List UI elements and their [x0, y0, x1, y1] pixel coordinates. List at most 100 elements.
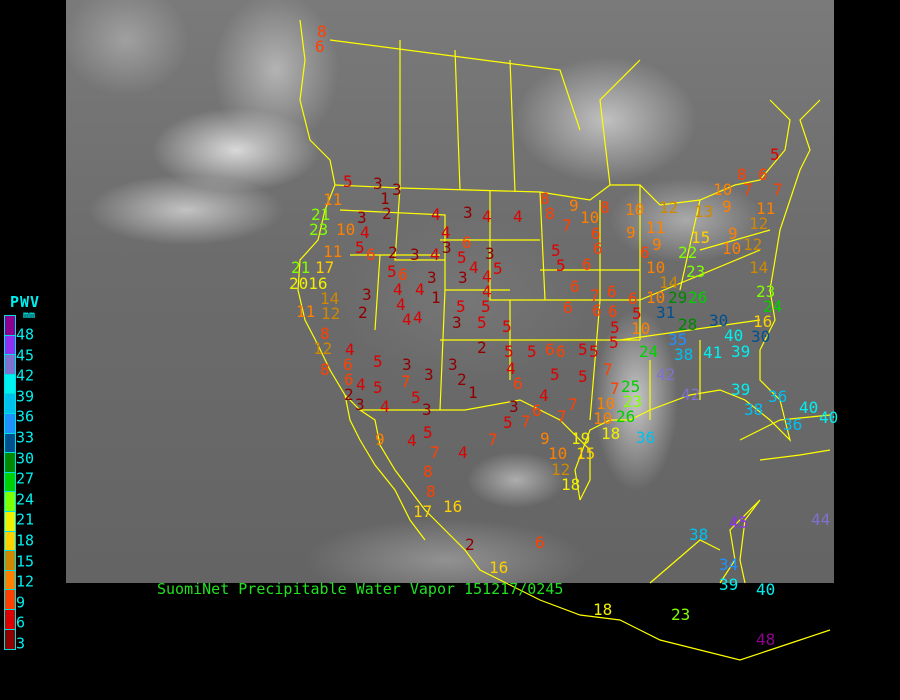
station-pwv-value: 8: [426, 482, 436, 501]
station-pwv-value: 5: [556, 256, 566, 275]
station-pwv-value: 3: [410, 245, 420, 264]
station-pwv-value: 5: [770, 145, 780, 164]
station-pwv-value: 2016: [289, 274, 328, 293]
station-pwv-value: 4: [431, 205, 441, 224]
legend-label: 21: [16, 510, 35, 529]
legend-swatch: [5, 394, 15, 414]
station-pwv-value: 23: [671, 605, 691, 624]
legend-label: 24: [16, 490, 35, 509]
station-pwv-value: 2: [477, 338, 487, 357]
station-pwv-value: 3: [427, 268, 437, 287]
station-pwv-value: 8: [317, 22, 327, 41]
station-pwv-value: 5: [502, 317, 512, 336]
station-pwv-value: 42: [681, 385, 701, 404]
legend-title: PWV: [10, 293, 41, 311]
station-pwv-value: 2: [382, 204, 392, 223]
station-pwv-value: 5: [503, 413, 513, 432]
station-pwv-value: 10: [713, 180, 733, 199]
station-pwv-value: 4: [415, 280, 425, 299]
station-pwv-value: 10: [722, 239, 742, 258]
station-pwv-value: 18: [561, 475, 581, 494]
station-pwv-value: 21: [311, 205, 331, 224]
station-pwv-value: 6: [344, 370, 354, 389]
station-pwv-value: 22: [678, 243, 698, 262]
station-pwv-value: 3: [485, 244, 495, 263]
station-pwv-value: 12: [313, 339, 333, 358]
station-pwv-value: 15: [576, 444, 596, 463]
legend-swatch: [5, 629, 15, 650]
station-pwv-value: 5: [551, 241, 561, 260]
station-pwv-value: 3: [402, 355, 412, 374]
station-pwv-value: 39: [719, 575, 739, 594]
legend-label: 45: [16, 346, 35, 365]
station-pwv-value: 3: [463, 203, 473, 222]
station-pwv-value: 12: [659, 198, 679, 217]
station-pwv-value: 2: [457, 370, 467, 389]
station-pwv-value: 12: [551, 460, 571, 479]
station-pwv-value: 5: [373, 352, 383, 371]
station-pwv-value: 5: [387, 262, 397, 281]
station-pwv-value: 8: [320, 324, 330, 343]
legend-label: 3: [16, 634, 26, 653]
station-pwv-value: 5: [578, 367, 588, 386]
station-pwv-value: 8: [737, 165, 747, 184]
station-pwv-value: 12: [743, 235, 763, 254]
station-pwv-value: 6: [398, 265, 408, 284]
station-pwv-value: 15: [691, 228, 711, 247]
station-pwv-value: 6: [315, 37, 325, 56]
station-pwv-value: 6: [366, 245, 376, 264]
station-pwv-value: 10: [580, 208, 600, 227]
station-pwv-value: 9: [652, 235, 662, 254]
station-pwv-value: 5: [589, 342, 599, 361]
station-pwv-value: 6: [582, 255, 592, 274]
legend-swatch: [5, 413, 15, 434]
station-pwv-value: 5: [373, 378, 383, 397]
station-pwv-value: 3: [357, 208, 367, 227]
station-pwv-value: 34: [719, 555, 739, 574]
station-pwv-value: 5: [504, 342, 514, 361]
station-pwv-value: 3: [458, 268, 468, 287]
station-pwv-value: 1: [468, 383, 478, 402]
legend-label: 39: [16, 387, 35, 406]
legend-swatch: [5, 335, 15, 356]
station-pwv-value: 5: [578, 340, 588, 359]
station-pwv-value: 4: [513, 207, 523, 226]
station-pwv-value: 4: [441, 223, 451, 242]
legend-label: 33: [16, 428, 35, 447]
station-pwv-value: 7: [401, 372, 411, 391]
station-pwv-value: 23: [686, 262, 706, 281]
station-pwv-value: 7: [488, 430, 498, 449]
station-pwv-value: 35: [668, 330, 688, 349]
station-pwv-value: 17: [413, 502, 433, 521]
station-pwv-value: 5: [423, 423, 433, 442]
station-pwv-value: 39: [731, 380, 751, 399]
station-pwv-value: 12: [321, 304, 341, 323]
station-pwv-value: 24: [639, 342, 659, 361]
station-pwv-value: 30: [751, 327, 771, 346]
station-pwv-value: 6: [758, 165, 768, 184]
station-pwv-value: 6: [343, 355, 353, 374]
station-pwv-value: 39: [731, 342, 751, 361]
station-pwv-value: 14: [749, 258, 769, 277]
legend-swatch: [5, 511, 15, 532]
station-pwv-value: 9: [569, 196, 579, 215]
station-pwv-value: 5: [527, 342, 537, 361]
station-pwv-value: 21: [291, 258, 311, 277]
legend-label: 6: [16, 613, 26, 632]
station-pwv-value: 4: [430, 245, 440, 264]
legend-color-bar: [4, 315, 16, 651]
station-pwv-value: 4: [413, 308, 423, 327]
station-pwv-value: 4: [360, 223, 370, 242]
station-pwv-value: 7: [430, 443, 440, 462]
station-pwv-value: 14: [659, 273, 679, 292]
station-pwv-value: 9: [722, 197, 732, 216]
station-pwv-value: 9: [728, 224, 738, 243]
station-pwv-value: 11: [646, 218, 666, 237]
map-caption: SuomiNet Precipitable Water Vapor 151217…: [157, 580, 564, 598]
station-pwv-value: 10: [646, 288, 666, 307]
station-pwv-value: 24: [763, 297, 783, 316]
station-pwv-value: 4: [345, 340, 355, 359]
station-pwv-value: 31: [656, 303, 676, 322]
station-pwv-value: 29: [668, 288, 688, 307]
station-pwv-value: 7: [568, 395, 578, 414]
